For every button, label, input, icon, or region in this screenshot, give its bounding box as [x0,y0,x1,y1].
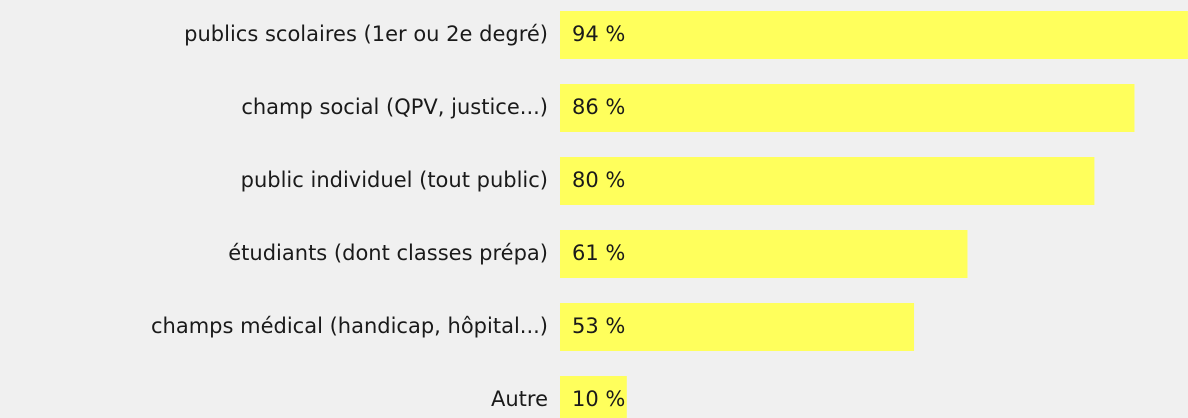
category-label: publics scolaires (1er ou 2e degré) [184,22,548,46]
bar [560,376,627,418]
bar [560,84,1135,132]
value-label: 53 % [572,314,625,338]
value-label: 10 % [572,387,625,411]
bar [560,157,1095,205]
category-label: étudiants (dont classes prépa) [228,241,548,265]
category-label: Autre [491,387,548,411]
category-label: public individuel (tout public) [241,168,548,192]
category-label: champs médical (handicap, hôpital...) [151,314,548,338]
value-label: 80 % [572,168,625,192]
bar [560,11,1188,59]
value-label: 86 % [572,95,625,119]
value-label: 61 % [572,241,625,265]
bar [560,230,968,278]
bar [560,303,915,351]
category-label: champ social (QPV, justice...) [241,95,548,119]
value-label: 94 % [572,22,625,46]
